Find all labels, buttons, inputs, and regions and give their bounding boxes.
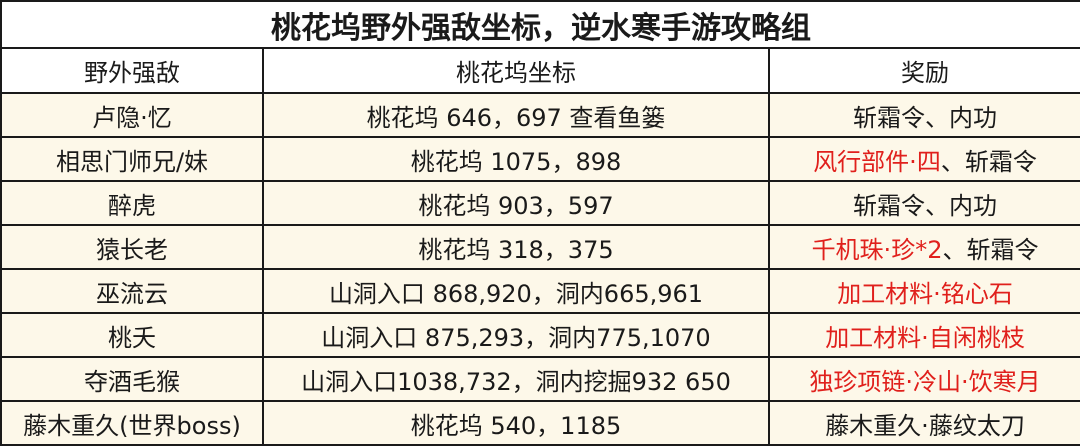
reward-rest: 、斩霜令: [940, 147, 1037, 176]
table-row: 夺酒毛猴 山洞入口1038,732，洞内挖掘932 650 独珍项链·冷山·饮寒…: [0, 356, 1080, 402]
header-coords: 桃花坞坐标: [262, 47, 770, 94]
reward-cell: 斩霜令、内功: [767, 180, 1080, 226]
reward-cell: 千机珠·珍*2、斩霜令: [767, 224, 1080, 270]
reward-highlight: 千机珠·珍*2: [811, 235, 943, 264]
table-row: 相思门师兄/妹 桃花坞 1075，898 风行部件·四、斩霜令: [0, 136, 1080, 182]
coords-cell: 山洞入口 875,293，洞内775,1070: [262, 312, 770, 358]
enemy-cell: 卢隐·忆: [0, 92, 264, 138]
table-row: 巫流云 山洞入口 868,920，洞内665,961 加工材料·铭心石: [0, 268, 1080, 314]
enemy-cell: 猿长老: [0, 224, 264, 270]
header-enemy: 野外强敌: [0, 47, 264, 94]
reward-cell: 斩霜令、内功: [767, 92, 1080, 138]
table-row: 醉虎 桃花坞 903，597 斩霜令、内功: [0, 180, 1080, 226]
header-row: 野外强敌 桃花坞坐标 奖励: [0, 47, 1080, 94]
reward-cell: 风行部件·四、斩霜令: [767, 136, 1080, 182]
table-row: 卢隐·忆 桃花坞 646，697 查看鱼篓 斩霜令、内功: [0, 92, 1080, 138]
coords-cell: 山洞入口1038,732，洞内挖掘932 650: [262, 356, 770, 402]
reward-cell: 独珍项链·冷山·饮寒月: [767, 356, 1080, 402]
enemy-cell: 巫流云: [0, 268, 264, 314]
coords-cell: 桃花坞 903，597: [262, 180, 770, 226]
enemy-cell: 醉虎: [0, 180, 264, 226]
table-row: 桃夭 山洞入口 875,293，洞内775,1070 加工材料·自闲桃枝: [0, 312, 1080, 358]
table-title: 桃花坞野外强敌坐标，逆水寒手游攻略组: [0, 0, 1080, 49]
coords-cell: 桃花坞 1075，898: [262, 136, 770, 182]
coords-cell: 桃花坞 646，697 查看鱼篓: [262, 92, 770, 138]
table-row: 藤木重久(世界boss) 桃花坞 540，1185 藤木重久·藤纹太刀: [0, 400, 1080, 446]
reward-rest: 、斩霜令: [942, 235, 1039, 264]
enemy-cell: 藤木重久(世界boss): [0, 400, 264, 446]
reward-cell: 加工材料·铭心石: [767, 268, 1080, 314]
coords-cell: 桃花坞 318，375: [262, 224, 770, 270]
enemy-cell: 相思门师兄/妹: [0, 136, 264, 182]
coords-cell: 桃花坞 540，1185: [262, 400, 770, 446]
table-row: 猿长老 桃花坞 318，375 千机珠·珍*2、斩霜令: [0, 224, 1080, 270]
enemy-cell: 夺酒毛猴: [0, 356, 264, 402]
coords-cell: 山洞入口 868,920，洞内665,961: [262, 268, 770, 314]
header-reward: 奖励: [767, 47, 1080, 94]
reward-cell: 藤木重久·藤纹太刀: [767, 400, 1080, 446]
reward-cell: 加工材料·自闲桃枝: [767, 312, 1080, 358]
enemy-cell: 桃夭: [0, 312, 264, 358]
reward-highlight: 风行部件·四: [813, 147, 941, 176]
